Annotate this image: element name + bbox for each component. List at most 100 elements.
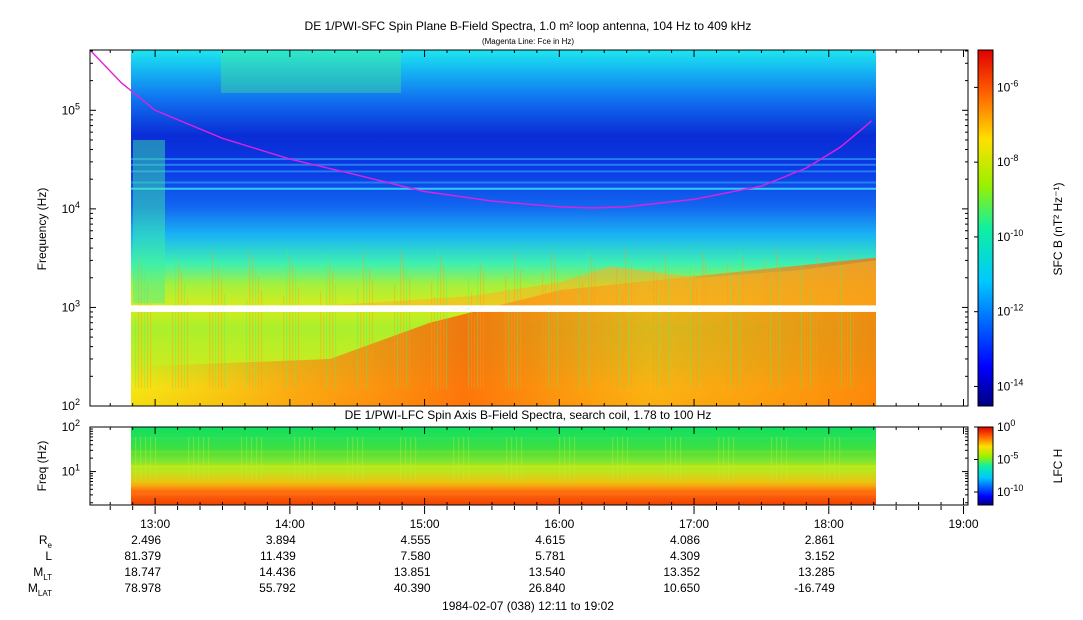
ephemeris-value: 5.781 bbox=[535, 549, 565, 563]
fce-line bbox=[90, 50, 872, 209]
sfc-burst-streak bbox=[218, 267, 220, 389]
sfc-burst-streak bbox=[261, 290, 263, 389]
sfc-burst-streak bbox=[172, 310, 174, 389]
sfc-burst-streak bbox=[329, 261, 331, 389]
sfc-burst-streak bbox=[776, 249, 778, 389]
sfc-band-line bbox=[131, 163, 876, 166]
lfc-streak bbox=[612, 436, 614, 482]
sfc-burst-streak bbox=[705, 259, 707, 389]
sfc-burst-streak bbox=[446, 274, 448, 389]
lfc-streak bbox=[135, 436, 137, 482]
colorbar-tick-label: 10-10 bbox=[997, 483, 1023, 499]
sfc-burst-streak bbox=[619, 279, 621, 389]
sfc-burst-streak bbox=[767, 269, 769, 389]
time-tick-label: 19:00 bbox=[948, 517, 978, 531]
y-tick-label: 104 bbox=[62, 200, 80, 216]
ephemeris-value: 26.840 bbox=[529, 581, 566, 595]
sfc-burst-streak bbox=[394, 284, 396, 389]
sfc-burst-streak bbox=[733, 283, 735, 389]
sfc-burst-streak bbox=[554, 258, 556, 389]
sfc-band-line bbox=[131, 187, 876, 190]
time-tick-label: 18:00 bbox=[814, 517, 844, 531]
lfc-streak bbox=[670, 436, 672, 482]
sfc-burst-streak bbox=[628, 255, 630, 389]
lfc-streak bbox=[347, 436, 349, 482]
sfc-burst-streak bbox=[440, 256, 442, 389]
sfc-burst-streak bbox=[175, 253, 177, 389]
sfc-burst-streak bbox=[551, 251, 553, 389]
sfc-burst-streak bbox=[224, 294, 226, 389]
sfc-burst-streak bbox=[807, 277, 809, 389]
ephemeris-value: 4.555 bbox=[401, 533, 431, 547]
sfc-burst-streak bbox=[662, 312, 664, 389]
lfc-streak bbox=[665, 436, 667, 482]
lfc-ylabel: Freq (Hz) bbox=[35, 441, 49, 492]
ephemeris-row-label: MLAT bbox=[28, 581, 52, 598]
lfc-streak bbox=[410, 436, 412, 482]
colorbar-tick-label: 10-5 bbox=[997, 451, 1018, 467]
y-tick-label: 101 bbox=[62, 463, 80, 479]
sfc-burst-streak bbox=[742, 257, 744, 389]
sfc-band-line bbox=[131, 181, 876, 184]
sfc-burst-streak bbox=[727, 261, 729, 389]
lfc-streak bbox=[150, 436, 152, 482]
sfc-burst-streak bbox=[292, 263, 294, 389]
lfc-band bbox=[131, 492, 876, 496]
colorbar-tick-label: 10-6 bbox=[997, 78, 1018, 94]
lfc-streak bbox=[521, 436, 523, 482]
sfc-burst-streak bbox=[693, 273, 695, 389]
y-tick-label: 102 bbox=[62, 397, 80, 413]
sfc-burst-streak bbox=[184, 282, 186, 389]
ephemeris-value: 13.352 bbox=[663, 565, 700, 579]
lfc-streak bbox=[516, 436, 518, 482]
sfc-burst-streak bbox=[622, 294, 624, 389]
colorbar-tick-label: 10-10 bbox=[997, 228, 1023, 244]
sfc-burst-streak bbox=[138, 254, 140, 389]
sfc-colorbar: 10-6 10-8 10-10 10-12 10-14 bbox=[974, 49, 1023, 407]
sfc-burst-streak bbox=[853, 252, 855, 389]
ephemeris-value: -16.749 bbox=[794, 581, 835, 595]
sfc-burst-streak bbox=[258, 276, 260, 389]
time-tick-label: 13:00 bbox=[140, 517, 170, 531]
colorbar-tick-label: 10-12 bbox=[997, 303, 1023, 319]
ephemeris-value: 13.285 bbox=[798, 565, 835, 579]
sfc-burst-streak bbox=[520, 269, 522, 389]
sfc-burst-streak bbox=[332, 271, 334, 389]
lfc-streak bbox=[829, 436, 831, 482]
colorbar-tick-label: 10-8 bbox=[997, 153, 1018, 169]
lfc-streak bbox=[781, 436, 783, 482]
sfc-burst-streak bbox=[696, 287, 698, 389]
lfc-streak bbox=[400, 436, 402, 482]
y-tick-label: 105 bbox=[62, 101, 80, 117]
y-tick-label: 102 bbox=[62, 418, 80, 434]
lfc-streak bbox=[198, 436, 200, 482]
time-axis: 13:00 14:00 15:00 16:00 17:00 18:00 19:00 bbox=[109, 50, 979, 531]
sfc-burst-streak bbox=[739, 250, 741, 389]
sfc-burst-streak bbox=[816, 254, 818, 389]
sfc-title: DE 1/PWI-SFC Spin Plane B-Field Spectra,… bbox=[305, 19, 752, 33]
ephemeris-value: 7.580 bbox=[401, 549, 431, 563]
sfc-burst-streak bbox=[471, 293, 473, 389]
ephemeris-value: 13.851 bbox=[394, 565, 431, 579]
sfc-burst-streak bbox=[813, 314, 815, 389]
sfc-burst-streak bbox=[372, 280, 374, 389]
lfc-streak bbox=[193, 436, 195, 482]
lfc-streak bbox=[261, 436, 263, 482]
lfc-streak bbox=[208, 436, 210, 482]
lfc-streak bbox=[415, 436, 417, 482]
sfc-burst-streak bbox=[434, 297, 436, 389]
footer-date-range: 1984-02-07 (038) 12:11 to 19:02 bbox=[442, 599, 614, 613]
lfc-streak bbox=[304, 436, 306, 482]
sfc-burst-streak bbox=[702, 252, 704, 389]
sfc-burst-streak bbox=[764, 260, 766, 389]
sfc-burst-streak bbox=[409, 277, 411, 389]
sfc-burst-streak bbox=[665, 253, 667, 389]
colorbar-tick-label: 10-14 bbox=[997, 377, 1023, 393]
sfc-burst-streak bbox=[286, 248, 288, 389]
sfc-burst-streak bbox=[437, 249, 439, 389]
sfc-burst-streak bbox=[542, 272, 544, 389]
lfc-streak bbox=[728, 436, 730, 482]
lfc-title: DE 1/PWI-LFC Spin Axis B-Field Spectra, … bbox=[345, 408, 712, 422]
colorbar-tick-label: 100 bbox=[997, 418, 1015, 434]
